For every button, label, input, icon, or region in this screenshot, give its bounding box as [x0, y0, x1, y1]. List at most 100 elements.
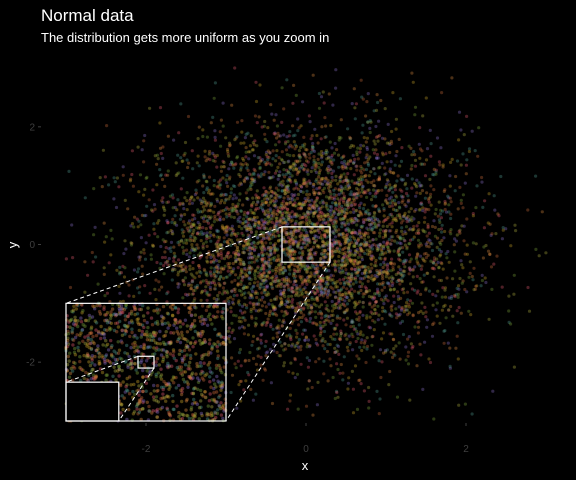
data-point [253, 270, 257, 274]
data-point [333, 227, 337, 231]
data-point [325, 157, 329, 161]
data-point [127, 283, 131, 287]
data-point [382, 207, 386, 211]
data-point [225, 181, 229, 185]
data-point [294, 93, 298, 97]
data-point [207, 152, 211, 156]
data-point [267, 213, 271, 217]
data-point [340, 187, 344, 191]
data-point [365, 344, 370, 349]
data-point [358, 246, 362, 250]
data-point [419, 292, 423, 296]
data-point [351, 387, 355, 391]
data-point [143, 187, 147, 191]
data-point [388, 284, 392, 288]
data-point [338, 338, 342, 342]
data-point [287, 214, 291, 218]
data-point [514, 229, 518, 233]
data-point [427, 357, 431, 361]
data-point [260, 238, 264, 243]
data-point [263, 119, 267, 124]
data-point [388, 312, 392, 316]
data-point [374, 195, 378, 199]
data-point [228, 227, 232, 231]
data-point [334, 193, 338, 197]
data-point [372, 167, 376, 171]
data-point [354, 327, 358, 331]
data-point [264, 278, 268, 282]
data-point [420, 264, 424, 268]
data-point [366, 188, 370, 192]
data-point [348, 283, 352, 287]
data-point [378, 228, 383, 232]
data-point [248, 350, 252, 355]
data-point [346, 381, 350, 385]
data-point [301, 249, 305, 254]
data-point [350, 193, 354, 197]
data-point [387, 276, 391, 280]
data-point [245, 306, 249, 310]
data-point [163, 250, 167, 254]
data-point [303, 182, 307, 186]
data-point [416, 252, 420, 256]
data-point [320, 214, 324, 218]
data-point [302, 177, 306, 181]
data-point [256, 235, 260, 239]
data-point [296, 243, 300, 247]
data-point [294, 186, 298, 190]
data-point [314, 234, 318, 238]
data-point [202, 232, 206, 236]
data-point [260, 278, 264, 282]
data-point [358, 311, 362, 315]
data-point [359, 242, 363, 246]
data-point [205, 234, 209, 238]
data-point [275, 259, 279, 263]
data-point [204, 285, 208, 289]
data-point [353, 181, 357, 185]
data-point [350, 320, 354, 325]
data-point [281, 270, 285, 274]
data-point [184, 241, 189, 245]
data-point [363, 240, 367, 244]
data-point [332, 218, 336, 222]
data-point [259, 355, 263, 359]
data-point [352, 173, 356, 177]
data-point [261, 220, 265, 224]
data-point [368, 126, 372, 130]
data-point [357, 183, 361, 187]
data-point [376, 247, 380, 251]
data-point [170, 220, 174, 224]
data-point [324, 148, 328, 153]
data-point [361, 97, 365, 101]
data-point [287, 145, 291, 149]
data-point [366, 162, 370, 166]
data-point [323, 287, 327, 291]
data-point [301, 220, 305, 224]
data-point [254, 309, 258, 313]
data-point [234, 204, 238, 208]
data-point [364, 140, 368, 144]
data-point [240, 293, 244, 297]
data-point [202, 173, 206, 177]
data-point [115, 176, 119, 180]
data-point [188, 264, 192, 268]
data-point [190, 195, 194, 199]
data-point [420, 149, 424, 153]
data-point [286, 202, 290, 206]
data-point [401, 250, 405, 254]
data-point [280, 207, 284, 211]
data-point [277, 326, 281, 330]
data-point [202, 176, 206, 180]
data-point [260, 248, 264, 252]
data-point [194, 188, 198, 192]
data-point [365, 195, 369, 199]
data-point [209, 260, 213, 264]
data-point [419, 162, 423, 166]
data-point [356, 146, 360, 150]
data-point [345, 162, 349, 166]
data-point [251, 340, 255, 344]
data-point [227, 337, 231, 341]
data-point [215, 153, 219, 158]
data-point [136, 286, 140, 290]
data-point [296, 192, 301, 197]
